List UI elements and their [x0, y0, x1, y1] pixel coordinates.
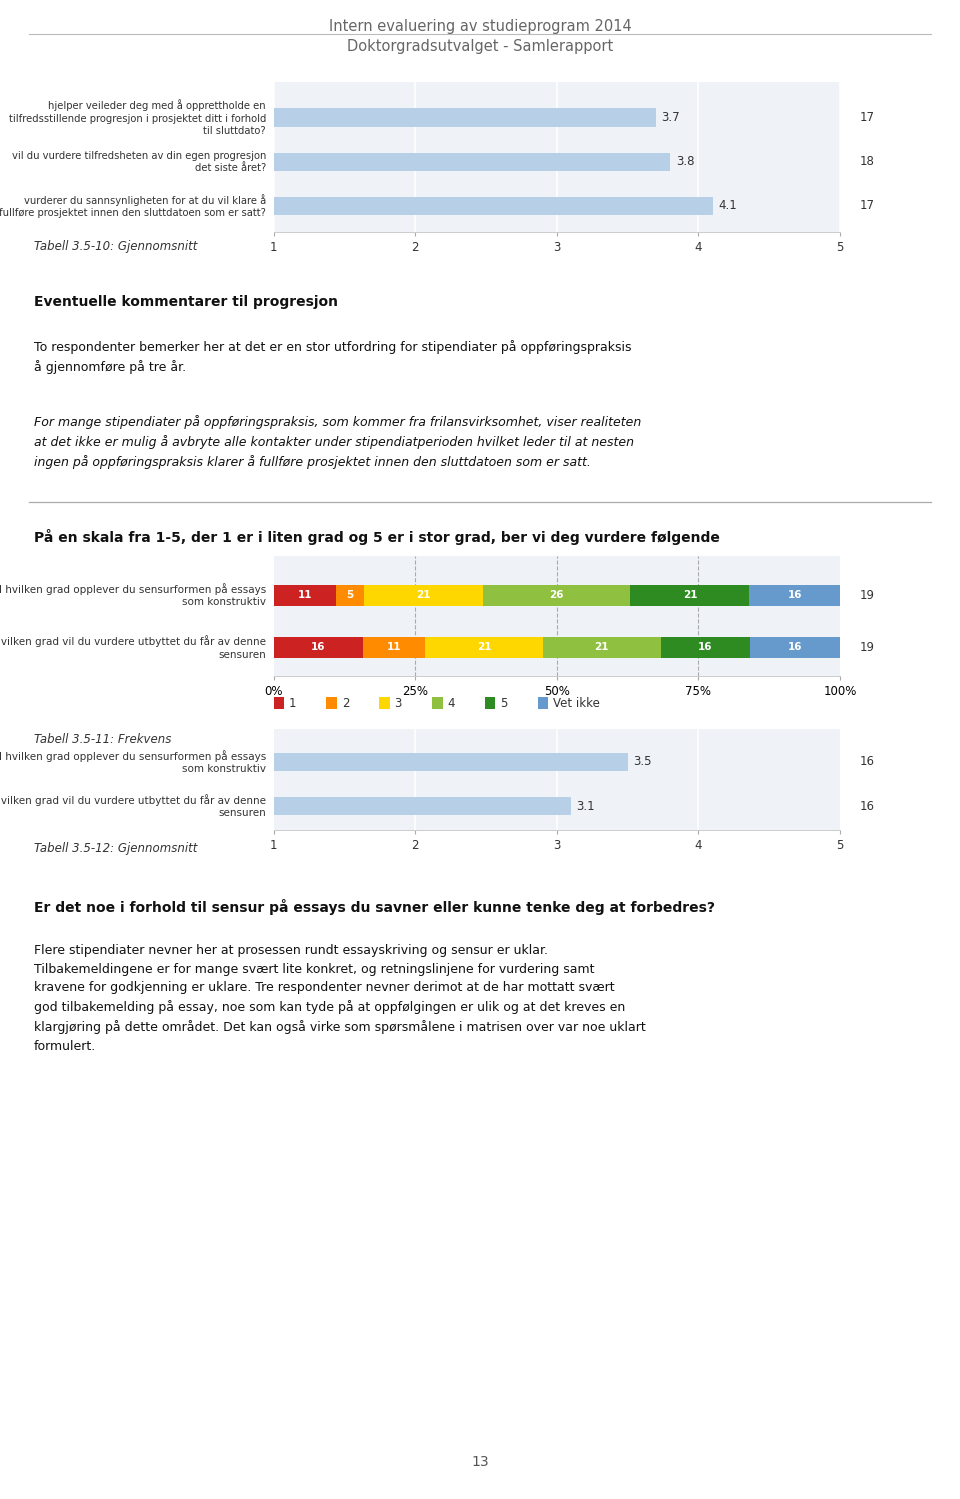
Text: 3.7: 3.7: [661, 111, 681, 124]
Text: 3.1: 3.1: [577, 799, 595, 812]
Text: Er det noe i forhold til sensur på essays du savner eller kunne tenke deg at for: Er det noe i forhold til sensur på essay…: [34, 899, 714, 916]
Text: 19: 19: [859, 589, 875, 601]
Bar: [274, 196, 712, 216]
Text: 3.5: 3.5: [634, 755, 652, 769]
Text: 5: 5: [347, 591, 353, 600]
Text: Flere stipendiater nevner her at prosessen rundt essayskriving og sensur er ukla: Flere stipendiater nevner her at prosess…: [34, 944, 645, 1052]
Text: 16: 16: [859, 755, 875, 769]
Bar: [363, 637, 425, 658]
Text: I hvilken grad opplever du sensurformen på essays
som konstruktiv: I hvilken grad opplever du sensurformen …: [0, 583, 266, 607]
Text: 16: 16: [788, 643, 803, 652]
Bar: [274, 153, 670, 171]
Text: 16: 16: [787, 591, 802, 600]
Bar: [274, 108, 656, 127]
Bar: [274, 637, 363, 658]
Bar: [483, 585, 631, 606]
Text: I hvilken grad vil du vurdere utbyttet du får av denne
sensuren: I hvilken grad vil du vurdere utbyttet d…: [0, 794, 266, 818]
Bar: [364, 585, 483, 606]
Text: 4: 4: [447, 697, 455, 709]
Text: 21: 21: [477, 643, 492, 652]
Text: 18: 18: [859, 156, 874, 168]
Text: 21: 21: [683, 591, 697, 600]
Text: To respondenter bemerker her at det er en stor utfordring for stipendiater på op: To respondenter bemerker her at det er e…: [34, 340, 631, 375]
Bar: [750, 585, 840, 606]
Text: For mange stipendiater på oppføringspraksis, som kommer fra frilansvirksomhet, v: For mange stipendiater på oppføringsprak…: [34, 415, 641, 469]
Text: Tabell 3.5-11: Frekvens: Tabell 3.5-11: Frekvens: [34, 733, 171, 747]
Text: hjelper veileder deg med å opprettholde en
tilfredsstillende progresjon i prosje: hjelper veileder deg med å opprettholde …: [9, 99, 266, 136]
Bar: [751, 637, 840, 658]
Text: 26: 26: [549, 591, 564, 600]
Text: vurderer du sannsynligheten for at du vil klare å
fullføre prosjektet innen den : vurderer du sannsynligheten for at du vi…: [0, 193, 266, 217]
Bar: [660, 637, 751, 658]
Bar: [274, 752, 628, 770]
Bar: [274, 585, 336, 606]
Text: 1: 1: [289, 697, 297, 709]
Bar: [274, 797, 571, 815]
Text: På en skala fra 1-5, der 1 er i liten grad og 5 er i stor grad, ber vi deg vurde: På en skala fra 1-5, der 1 er i liten gr…: [34, 529, 719, 546]
Text: 3.8: 3.8: [676, 156, 694, 168]
Bar: [542, 637, 660, 658]
Text: 11: 11: [298, 591, 312, 600]
Text: 17: 17: [859, 111, 875, 124]
Text: Vet ikke: Vet ikke: [553, 697, 600, 709]
Text: Eventuelle kommentarer til progresjon: Eventuelle kommentarer til progresjon: [34, 295, 338, 309]
Text: I hvilken grad opplever du sensurformen på essays
som konstruktiv: I hvilken grad opplever du sensurformen …: [0, 750, 266, 773]
Text: 21: 21: [417, 591, 431, 600]
Text: 21: 21: [594, 643, 609, 652]
Text: 16: 16: [698, 643, 712, 652]
Text: vil du vurdere tilfredsheten av din egen progresjon
det siste året?: vil du vurdere tilfredsheten av din egen…: [12, 150, 266, 172]
Text: I hvilken grad vil du vurdere utbyttet du får av denne
sensuren: I hvilken grad vil du vurdere utbyttet d…: [0, 636, 266, 660]
Bar: [336, 585, 364, 606]
Text: Tabell 3.5-12: Gjennomsnitt: Tabell 3.5-12: Gjennomsnitt: [34, 842, 197, 856]
Text: 5: 5: [500, 697, 508, 709]
Text: Doktorgradsutvalget - Samlerapport: Doktorgradsutvalget - Samlerapport: [347, 39, 613, 54]
Text: 16: 16: [859, 799, 875, 812]
Text: 11: 11: [387, 643, 401, 652]
Bar: [425, 637, 542, 658]
Text: 4.1: 4.1: [718, 199, 737, 213]
Text: Tabell 3.5-10: Gjennomsnitt: Tabell 3.5-10: Gjennomsnitt: [34, 240, 197, 253]
Text: Intern evaluering av studieprogram 2014: Intern evaluering av studieprogram 2014: [328, 19, 632, 34]
Text: 3: 3: [395, 697, 402, 709]
Text: 17: 17: [859, 199, 875, 213]
Text: 2: 2: [342, 697, 349, 709]
Text: 16: 16: [311, 643, 325, 652]
Text: 19: 19: [859, 642, 875, 654]
Bar: [631, 585, 750, 606]
Text: 13: 13: [471, 1456, 489, 1469]
